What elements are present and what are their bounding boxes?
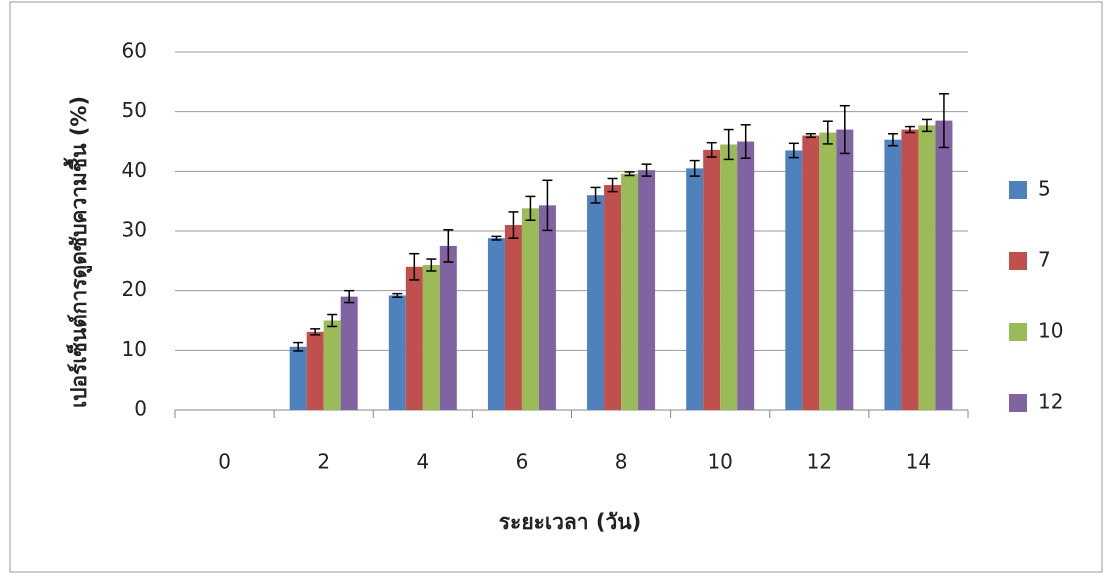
- bar: [884, 139, 902, 410]
- error-bar: [327, 313, 338, 328]
- x-tick-label: 0: [218, 450, 231, 474]
- y-tick-label: 0: [134, 397, 147, 421]
- error-bar: [525, 195, 536, 222]
- legend-label: 10: [1038, 319, 1063, 343]
- legend-label: 12: [1038, 390, 1063, 414]
- bar: [720, 144, 738, 410]
- bar: [785, 150, 803, 410]
- y-tick-label: 60: [122, 39, 147, 63]
- bar: [405, 266, 423, 410]
- x-tick-label: 4: [416, 450, 429, 474]
- error-bar: [590, 186, 601, 204]
- error-bar: [426, 258, 437, 272]
- error-bar: [887, 132, 898, 147]
- error-bar: [542, 179, 553, 232]
- bar: [604, 185, 622, 410]
- bar: [521, 208, 539, 410]
- error-bar: [839, 104, 850, 155]
- error-bar: [491, 235, 502, 241]
- x-tick-label: 8: [615, 450, 628, 474]
- bar: [340, 296, 358, 410]
- error-bar: [805, 132, 816, 139]
- bar: [737, 141, 755, 410]
- error-bar: [607, 177, 618, 193]
- bar: [439, 245, 457, 410]
- y-tick-label: 30: [122, 218, 147, 242]
- error-bar: [293, 341, 304, 352]
- error-bar: [392, 292, 403, 298]
- bar: [686, 168, 704, 410]
- legend-swatch: [1009, 252, 1027, 270]
- legend-label: 7: [1038, 248, 1051, 272]
- bar: [504, 225, 522, 410]
- bar: [703, 149, 721, 410]
- error-bar: [740, 124, 751, 159]
- bar: [422, 265, 440, 410]
- bar: [487, 238, 505, 410]
- bar: [587, 195, 605, 410]
- x-axis-title: ระยะเวลา (วัน): [499, 510, 641, 534]
- error-bar: [938, 93, 949, 149]
- error-bar: [706, 141, 717, 158]
- bar: [819, 132, 837, 411]
- legend-label: 5: [1038, 177, 1051, 201]
- bar: [638, 170, 656, 410]
- error-bar: [624, 171, 635, 177]
- bar: [323, 320, 341, 410]
- error-bar: [344, 289, 355, 304]
- x-tick-label: 12: [807, 450, 832, 474]
- y-tick-label: 50: [122, 98, 147, 122]
- bar: [901, 129, 919, 411]
- error-bar: [822, 120, 833, 145]
- error-bar: [788, 142, 799, 159]
- error-bar: [904, 125, 915, 134]
- x-tick-label: 2: [317, 450, 330, 474]
- y-tick-label: 10: [122, 337, 147, 361]
- y-tick-label: 40: [122, 158, 147, 182]
- error-bar: [310, 328, 321, 336]
- chart-border: [9, 1, 1103, 573]
- bar: [918, 125, 936, 410]
- legend-swatch: [1009, 394, 1027, 412]
- x-tick-label: 6: [516, 450, 529, 474]
- bar: [388, 295, 406, 410]
- error-bar: [921, 118, 932, 133]
- bar: [935, 120, 953, 410]
- error-bar: [409, 252, 420, 281]
- error-bar: [641, 163, 652, 177]
- y-axis-title: เปอร์เซ็นต์การดูดซับความชื้น (%): [63, 96, 93, 408]
- legend-swatch: [1009, 323, 1027, 341]
- bar: [836, 129, 854, 411]
- bar: [621, 173, 639, 410]
- error-bar: [443, 229, 454, 263]
- x-tick-label: 10: [707, 450, 732, 474]
- bar: [538, 205, 556, 410]
- error-bar: [689, 159, 700, 177]
- legend-swatch: [1009, 181, 1027, 199]
- y-tick-label: 20: [122, 277, 147, 301]
- error-bar: [508, 211, 519, 239]
- error-bar: [723, 128, 734, 161]
- bar: [306, 331, 324, 410]
- bar: [802, 135, 820, 411]
- bar: [289, 346, 307, 410]
- x-tick-label: 14: [906, 450, 931, 474]
